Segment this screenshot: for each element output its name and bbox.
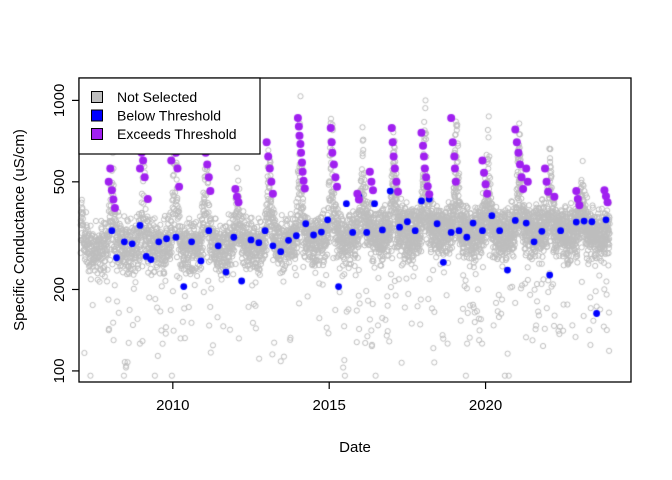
below-threshold-swatch-icon	[91, 109, 103, 122]
legend-box	[78, 77, 261, 155]
y-tick-label: 100	[51, 358, 68, 383]
legend-label-not-selected: Not Selected	[117, 89, 197, 105]
legend-label-exceeds-threshold: Exceeds Threshold	[117, 126, 237, 142]
x-tick-label: 2015	[313, 397, 346, 414]
legend-item-below-threshold: Below Threshold	[91, 108, 221, 124]
legend-item-exceeds-threshold: Exceeds Threshold	[91, 126, 237, 142]
plot-border	[78, 77, 632, 383]
y-tick-label: 500	[51, 169, 68, 194]
legend: Not Selected Below Threshold Exceeds Thr…	[78, 77, 261, 155]
x-axis-ticks: 2010 2015 2020	[156, 382, 502, 414]
legend-item-not-selected: Not Selected	[91, 89, 197, 105]
x-tick-label: 2020	[469, 397, 502, 414]
y-axis-ticks: 100 200 500 1000	[51, 84, 79, 383]
not-selected-swatch-icon	[91, 91, 103, 103]
legend-label-below-threshold: Below Threshold	[117, 108, 221, 124]
y-tick-label: 1000	[51, 84, 68, 117]
y-axis-title: Specific Conductance (uS/cm)	[11, 129, 28, 331]
x-axis-title: Date	[339, 439, 371, 456]
exceeds-threshold-swatch-icon	[91, 128, 103, 140]
y-tick-label: 200	[51, 277, 68, 302]
x-tick-label: 2010	[156, 397, 189, 414]
